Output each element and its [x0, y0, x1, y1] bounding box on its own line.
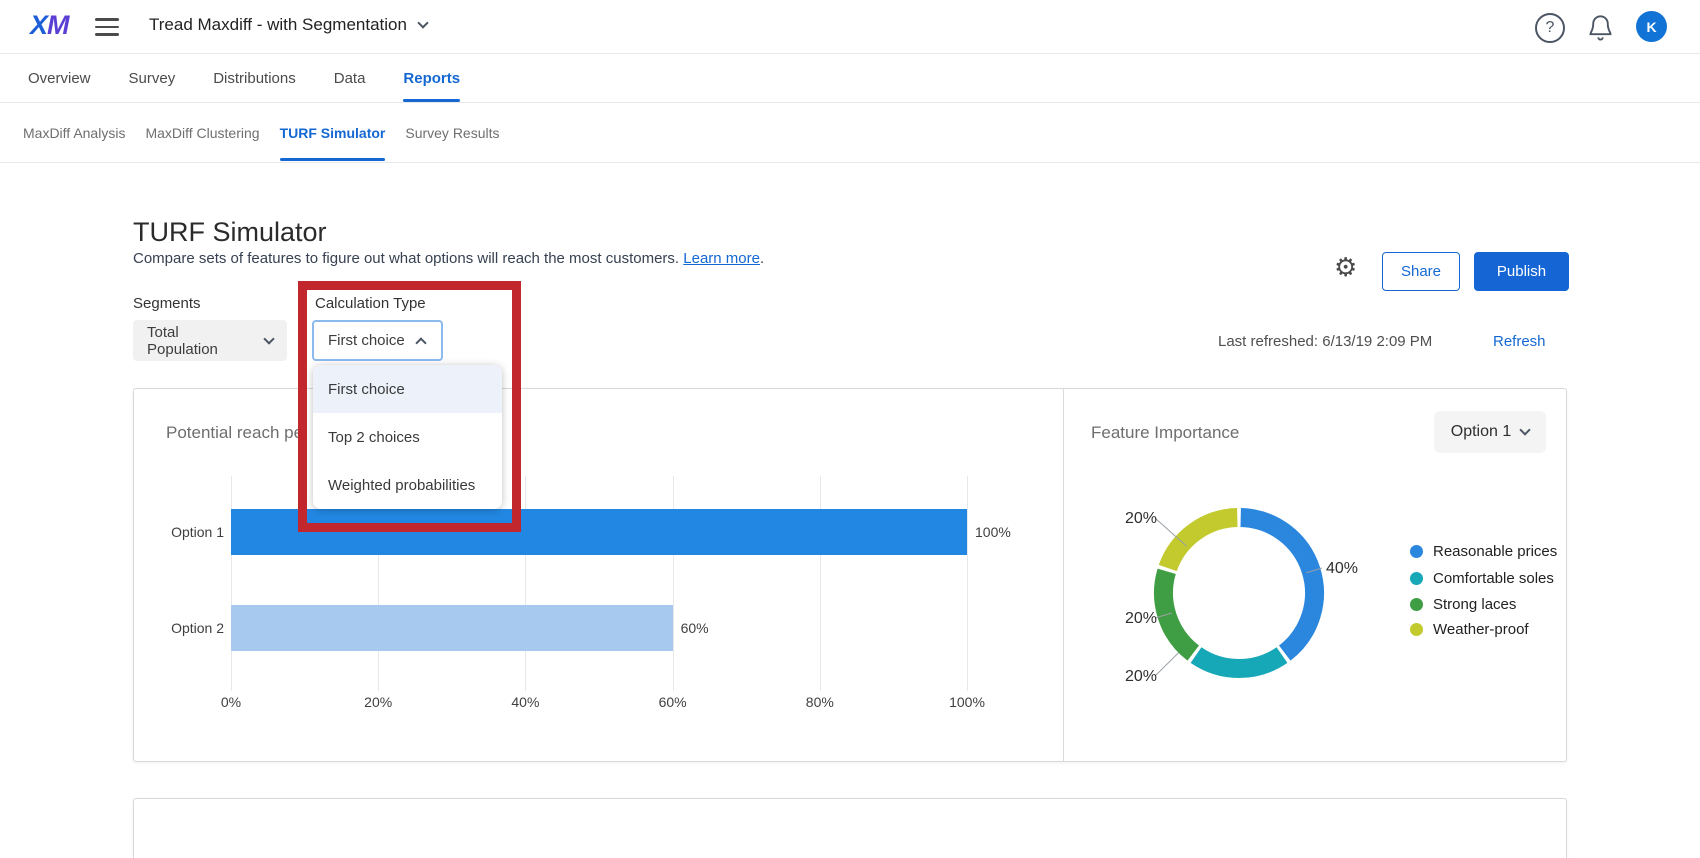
menu-option-top-2-choices[interactable]: Top 2 choices	[313, 413, 502, 461]
bar-option-2	[231, 605, 673, 651]
subnav-item-maxdiff-analysis[interactable]: MaxDiff Analysis	[23, 125, 126, 141]
segments-select[interactable]: Total Population	[133, 320, 287, 361]
tab-overview[interactable]: Overview	[28, 69, 91, 87]
value-label: 60%	[680, 620, 709, 636]
subnav-item-maxdiff-clustering[interactable]: MaxDiff Clustering	[145, 125, 260, 141]
bar-chart-title: Potential reach pe	[166, 423, 304, 442]
bar-option-1	[231, 509, 967, 555]
donut-slice-weather-proof	[1158, 508, 1238, 572]
tab-data[interactable]: Data	[333, 69, 366, 87]
x-tick-label: 80%	[805, 694, 834, 710]
label-leader-line	[1305, 567, 1323, 574]
publish-button[interactable]: Publish	[1474, 252, 1569, 291]
top-bar: XM Tread Maxdiff - with Segmentation ? K	[0, 0, 1700, 54]
last-refreshed-text: Last refreshed: 6/13/19 2:09 PM	[1218, 333, 1433, 350]
donut-slice-reasonable-prices	[1240, 508, 1324, 661]
x-tick-label: 20%	[364, 694, 393, 710]
gridline	[672, 476, 674, 691]
hamburger-menu-icon[interactable]	[95, 18, 119, 36]
page-description: Compare sets of features to figure out w…	[133, 250, 765, 267]
page-title: TURF Simulator	[133, 217, 327, 247]
next-section-card	[133, 798, 1567, 858]
legend-item-reasonable-prices: Reasonable prices	[1410, 542, 1557, 560]
x-tick-label: 100%	[949, 694, 985, 710]
chevron-down-icon	[417, 17, 429, 29]
label-leader-line	[1154, 517, 1188, 547]
x-tick-label: 40%	[511, 694, 540, 710]
donut-chart-title: Feature Importance	[1091, 423, 1240, 442]
legend-dot	[1410, 622, 1423, 636]
feature-importance-card: Feature Importance Option 1 40% 20% 20% 20%…	[1064, 389, 1567, 761]
legend-label: Strong laces	[1433, 595, 1517, 613]
donut-chart: 40% 20% 20% 20%	[1125, 508, 1358, 685]
project-title: Tread Maxdiff - with Segmentation	[149, 15, 407, 34]
gridline	[819, 476, 821, 691]
donut-slice-comfortable-soles	[1190, 647, 1288, 678]
donut-pct-label: 20%	[1125, 668, 1157, 685]
donut-pct-label: 20%	[1125, 610, 1157, 627]
refresh-link[interactable]: Refresh	[1493, 333, 1546, 350]
legend-dot	[1410, 571, 1423, 585]
x-tick-label: 0%	[220, 694, 242, 710]
legend-item-strong-laces: Strong laces	[1410, 595, 1516, 613]
value-label: 100%	[975, 524, 1011, 540]
share-button[interactable]: Share	[1382, 252, 1460, 291]
donut-pct-label: 20%	[1125, 510, 1157, 527]
notifications-button[interactable]	[1587, 13, 1614, 47]
subnav-item-survey-results[interactable]: Survey Results	[405, 125, 500, 141]
legend-item-weather-proof: Weather-proof	[1410, 620, 1529, 638]
legend-label: Weather-proof	[1433, 620, 1529, 638]
donut-slice-strong-laces	[1154, 568, 1200, 661]
legend-label: Reasonable prices	[1433, 542, 1558, 560]
avatar[interactable]: K	[1636, 11, 1667, 42]
segments-label: Segments	[133, 295, 201, 312]
calculation-type-select[interactable]: First choice	[312, 320, 443, 361]
feature-importance-option-select[interactable]: Option 1	[1434, 411, 1546, 453]
tab-reports[interactable]: Reports	[403, 54, 460, 102]
gridline	[231, 476, 232, 691]
primary-nav: Overview Survey Distributions Data Reports	[0, 54, 1700, 103]
gridline	[378, 476, 380, 691]
x-tick-label: 60%	[658, 694, 687, 710]
settings-gear-icon[interactable]: ⚙	[1334, 252, 1358, 282]
gridline	[967, 476, 968, 691]
xm-logo[interactable]: XM	[30, 10, 69, 40]
chevron-down-icon	[263, 332, 275, 345]
calculation-type-menu: First choice Top 2 choices Weighted probab…	[313, 365, 502, 509]
legend-dot	[1410, 544, 1423, 558]
logo-text: X	[30, 10, 48, 40]
question-icon: ?	[1545, 19, 1555, 36]
project-title-dropdown[interactable]: Tread Maxdiff - with Segmentation	[149, 15, 429, 35]
legend-dot	[1410, 597, 1423, 611]
bell-icon	[1589, 15, 1612, 41]
help-button[interactable]: ?	[1535, 13, 1565, 43]
chevron-up-icon	[415, 337, 427, 349]
legend-item-comfortable-soles: Comfortable soles	[1410, 569, 1554, 587]
potential-reach-card: Potential reach pe 0% 20% 40% 60% 80% 100% Opt…	[134, 389, 1064, 761]
legend-label: Comfortable soles	[1433, 569, 1554, 587]
category-label: Option 1	[171, 524, 224, 540]
label-leader-line	[1154, 612, 1173, 619]
category-label: Option 2	[171, 620, 224, 636]
subnav-item-turf-simulator[interactable]: TURF Simulator	[279, 104, 385, 162]
tab-distributions[interactable]: Distributions	[213, 69, 296, 87]
tab-survey[interactable]: Survey	[128, 69, 176, 87]
menu-option-first-choice[interactable]: First choice	[313, 365, 502, 413]
menu-option-weighted-probabilities[interactable]: Weighted probabilities	[313, 461, 502, 509]
gridline	[525, 476, 527, 691]
donut-pct-label: 40%	[1326, 560, 1358, 577]
reports-subnav: MaxDiff Analysis MaxDiff Clustering TURF S…	[0, 104, 1700, 163]
calculation-type-label: Calculation Type	[315, 295, 426, 312]
learn-more-link[interactable]: Learn more	[683, 250, 760, 267]
